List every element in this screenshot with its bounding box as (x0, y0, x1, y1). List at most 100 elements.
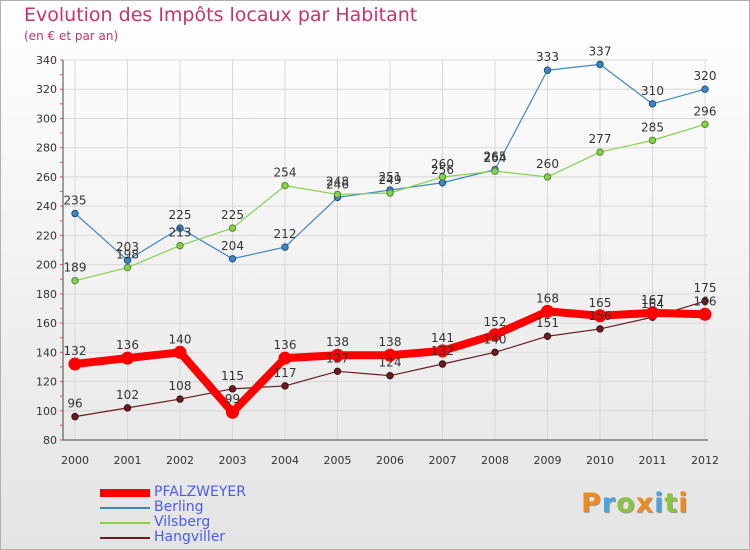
legend-label: Hangviller (154, 529, 226, 545)
data-label: 138 (326, 335, 349, 349)
x-tick-label: 2012 (691, 454, 719, 467)
y-tick-label: 140 (36, 346, 57, 359)
data-point (71, 276, 79, 285)
data-label: 165 (589, 296, 612, 310)
data-label: 136 (116, 338, 139, 352)
data-point (226, 405, 239, 419)
data-point (71, 412, 79, 421)
data-label: 124 (379, 356, 402, 370)
data-label: 225 (221, 208, 244, 222)
data-label: 96 (67, 397, 82, 411)
data-point (176, 395, 184, 403)
y-tick-label: 80 (43, 434, 57, 447)
x-tick-label: 2008 (481, 454, 509, 467)
data-label: 99 (225, 392, 240, 406)
data-point (543, 173, 552, 181)
data-point (228, 385, 237, 393)
data-point (333, 190, 342, 199)
x-tick-label: 2003 (219, 454, 247, 467)
data-point (228, 224, 237, 232)
y-tick-label: 160 (36, 317, 57, 330)
data-point (701, 120, 709, 129)
y-tick-label: 340 (36, 54, 57, 67)
y-tick-label: 260 (36, 171, 57, 184)
data-label: 132 (431, 344, 454, 358)
data-point (596, 148, 604, 156)
data-point (543, 332, 552, 340)
x-tick-label: 2010 (586, 454, 614, 467)
data-label: 151 (536, 316, 559, 330)
data-label: 296 (694, 104, 717, 118)
data-point (123, 256, 132, 264)
axes: 80 100 120 140 160 180 200 220 240 260 280 300 320 34… (36, 54, 719, 467)
y-tick-label: 320 (36, 83, 57, 96)
data-point (438, 173, 447, 181)
data-point (331, 348, 344, 362)
data-point (596, 325, 604, 333)
data-label: 140 (169, 332, 192, 346)
data-label: 256 (431, 163, 454, 177)
x-tick-label: 2000 (61, 454, 89, 467)
legend-item-pfalzweyer: PFALZWEYER (100, 484, 360, 500)
data-point (541, 304, 554, 318)
legend-swatch (100, 507, 150, 509)
data-label: 248 (326, 174, 349, 188)
data-label: 189 (64, 261, 87, 275)
data-label: 132 (64, 344, 87, 358)
data-point (698, 307, 712, 321)
data-label: 260 (536, 157, 559, 171)
data-label: 235 (64, 193, 87, 207)
chart-title: Evolution des Impôts locaux par Habitant (24, 4, 418, 26)
y-tick-label: 220 (36, 229, 57, 242)
x-tick-label: 2009 (534, 454, 562, 467)
data-point (278, 351, 292, 365)
legend-item-berling: Berling (100, 499, 360, 515)
data-label: 265 (484, 150, 507, 164)
data-point (701, 85, 709, 93)
data-point (593, 309, 607, 323)
legend: PFALZWEYER Berling Vilsberg Hangviller (100, 484, 360, 545)
series (68, 60, 712, 421)
data-point (386, 189, 394, 197)
data-label: 249 (379, 173, 402, 187)
data-point (491, 167, 499, 175)
data-point (386, 371, 394, 380)
data-label: 167 (641, 293, 664, 307)
data-point (71, 209, 79, 218)
legend-item-vilsberg: Vilsberg (100, 514, 360, 530)
y-tick-label: 240 (36, 200, 57, 213)
data-label: 156 (589, 309, 612, 323)
data-point (543, 66, 552, 74)
data-point (596, 60, 604, 69)
data-point (333, 367, 342, 376)
data-label: 285 (641, 120, 664, 134)
data-label: 138 (379, 335, 402, 349)
y-tick-label: 180 (36, 288, 57, 301)
data-label: 117 (274, 366, 297, 380)
data-label: 213 (169, 226, 192, 240)
data-label: 260 (431, 157, 454, 171)
proxiti-logo: Proxiti (581, 488, 689, 519)
x-tick-label: 2007 (429, 454, 457, 467)
data-point (228, 255, 237, 263)
data-point (121, 351, 134, 365)
data-label: 108 (169, 379, 192, 393)
data-label: 168 (536, 291, 559, 305)
data-point (438, 360, 447, 368)
data-label: 246 (326, 177, 349, 191)
data-point (648, 136, 657, 145)
data-label: 310 (641, 84, 664, 98)
data-label: 203 (116, 240, 139, 254)
legend-swatch (100, 537, 150, 539)
data-point (281, 243, 289, 251)
x-tick-label: 2005 (324, 454, 352, 467)
data-label: 115 (221, 369, 244, 383)
data-label: 251 (379, 170, 402, 184)
y-tick-label: 280 (36, 142, 57, 155)
data-point (173, 345, 187, 359)
x-tick-label: 2004 (271, 454, 299, 467)
data-point (281, 181, 289, 190)
data-label: 166 (694, 294, 717, 308)
data-point (176, 224, 184, 232)
